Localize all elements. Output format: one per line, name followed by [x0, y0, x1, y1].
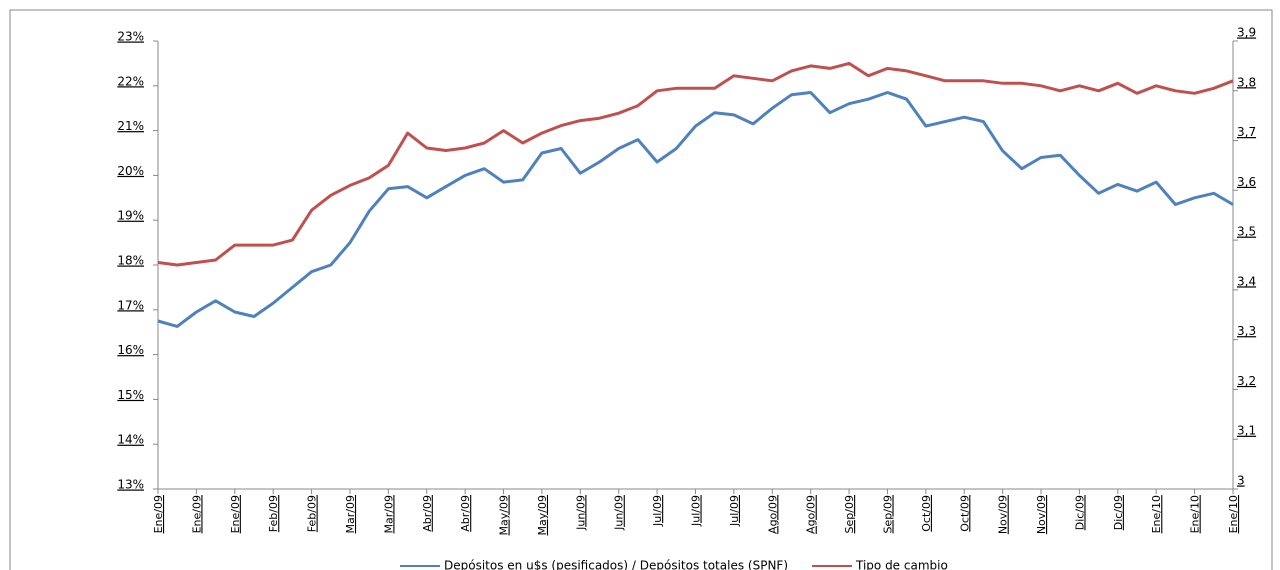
- y2-tick-label: 3,8: [1237, 75, 1256, 89]
- y2-tick-label: 3,1: [1237, 424, 1256, 438]
- x-tick-label: Jul/09: [728, 495, 741, 527]
- x-tick-label: Feb/09: [267, 495, 280, 532]
- y-tick-label: 23%: [117, 30, 144, 44]
- x-tick-label: Jul/09: [690, 495, 703, 527]
- y2-tick-label: 3,7: [1237, 125, 1256, 139]
- x-tick-label: Abr/09: [421, 495, 434, 532]
- series-line: [157, 91, 1234, 328]
- x-tick-label: Oct/09: [920, 495, 933, 532]
- y2-tick-label: 3,9: [1237, 26, 1256, 40]
- x-tick-label: Sep/09: [843, 495, 856, 533]
- y-tick-label: 21%: [117, 119, 144, 133]
- x-tick-label: Mar/09: [382, 495, 395, 533]
- x-tick-label: Feb/09: [306, 495, 319, 532]
- x-tick-label: Mar/09: [344, 495, 357, 533]
- x-tick-label: Jul/09: [651, 495, 664, 527]
- y-tick-label: 17%: [117, 298, 144, 312]
- x-tick-label: Dic/09: [1112, 495, 1125, 530]
- y2-tick-label: 3,5: [1237, 225, 1256, 239]
- x-tick-label: Jun/09: [574, 495, 587, 531]
- x-tick-label: Ene/09: [229, 495, 242, 533]
- y-tick-label: 20%: [117, 164, 144, 178]
- x-tick-label: Nov/09: [1035, 495, 1048, 534]
- y2-tick-label: 3,2: [1237, 374, 1256, 388]
- y-tick-label: 15%: [117, 388, 144, 402]
- x-tick-label: Abr/09: [459, 495, 472, 532]
- x-tick-label: Oct/09: [958, 495, 971, 532]
- x-tick-label: Nov/09: [997, 495, 1010, 534]
- x-tick-label: Ene/09: [190, 495, 203, 533]
- x-tick-label: Ene/10: [1150, 495, 1163, 533]
- y-tick-label: 22%: [117, 74, 144, 88]
- y2-tick-label: 3,3: [1237, 324, 1256, 338]
- legend-label: Depósitos en u$s (pesificados) / Depósit…: [444, 559, 788, 570]
- y2-tick-label: 3,4: [1237, 274, 1256, 288]
- x-tick-label: Jun/09: [613, 495, 626, 531]
- x-tick-label: Ago/09: [766, 495, 779, 534]
- x-tick-label: May/09: [536, 495, 549, 535]
- y2-tick-label: 3: [1237, 474, 1245, 488]
- y-tick-label: 16%: [117, 343, 144, 357]
- y-tick-label: 19%: [117, 209, 144, 223]
- y-tick-label: 18%: [117, 254, 144, 268]
- x-tick-label: Ene/10: [1189, 495, 1202, 533]
- series-line: [157, 61, 1234, 267]
- x-tick-label: Ene/10: [1227, 495, 1240, 533]
- legend-label: Tipo de cambio: [855, 559, 948, 570]
- chart-border: [9, 9, 1273, 570]
- x-tick-label: Dic/09: [1073, 495, 1086, 530]
- x-tick-label: Ene/09: [152, 495, 165, 533]
- x-tick-label: Ago/09: [805, 495, 818, 534]
- y-tick-label: 13%: [117, 478, 144, 492]
- y2-tick-label: 3,6: [1237, 175, 1256, 189]
- y-tick-label: 14%: [117, 433, 144, 447]
- x-tick-label: May/09: [498, 495, 511, 535]
- x-tick-label: Sep/09: [881, 495, 894, 533]
